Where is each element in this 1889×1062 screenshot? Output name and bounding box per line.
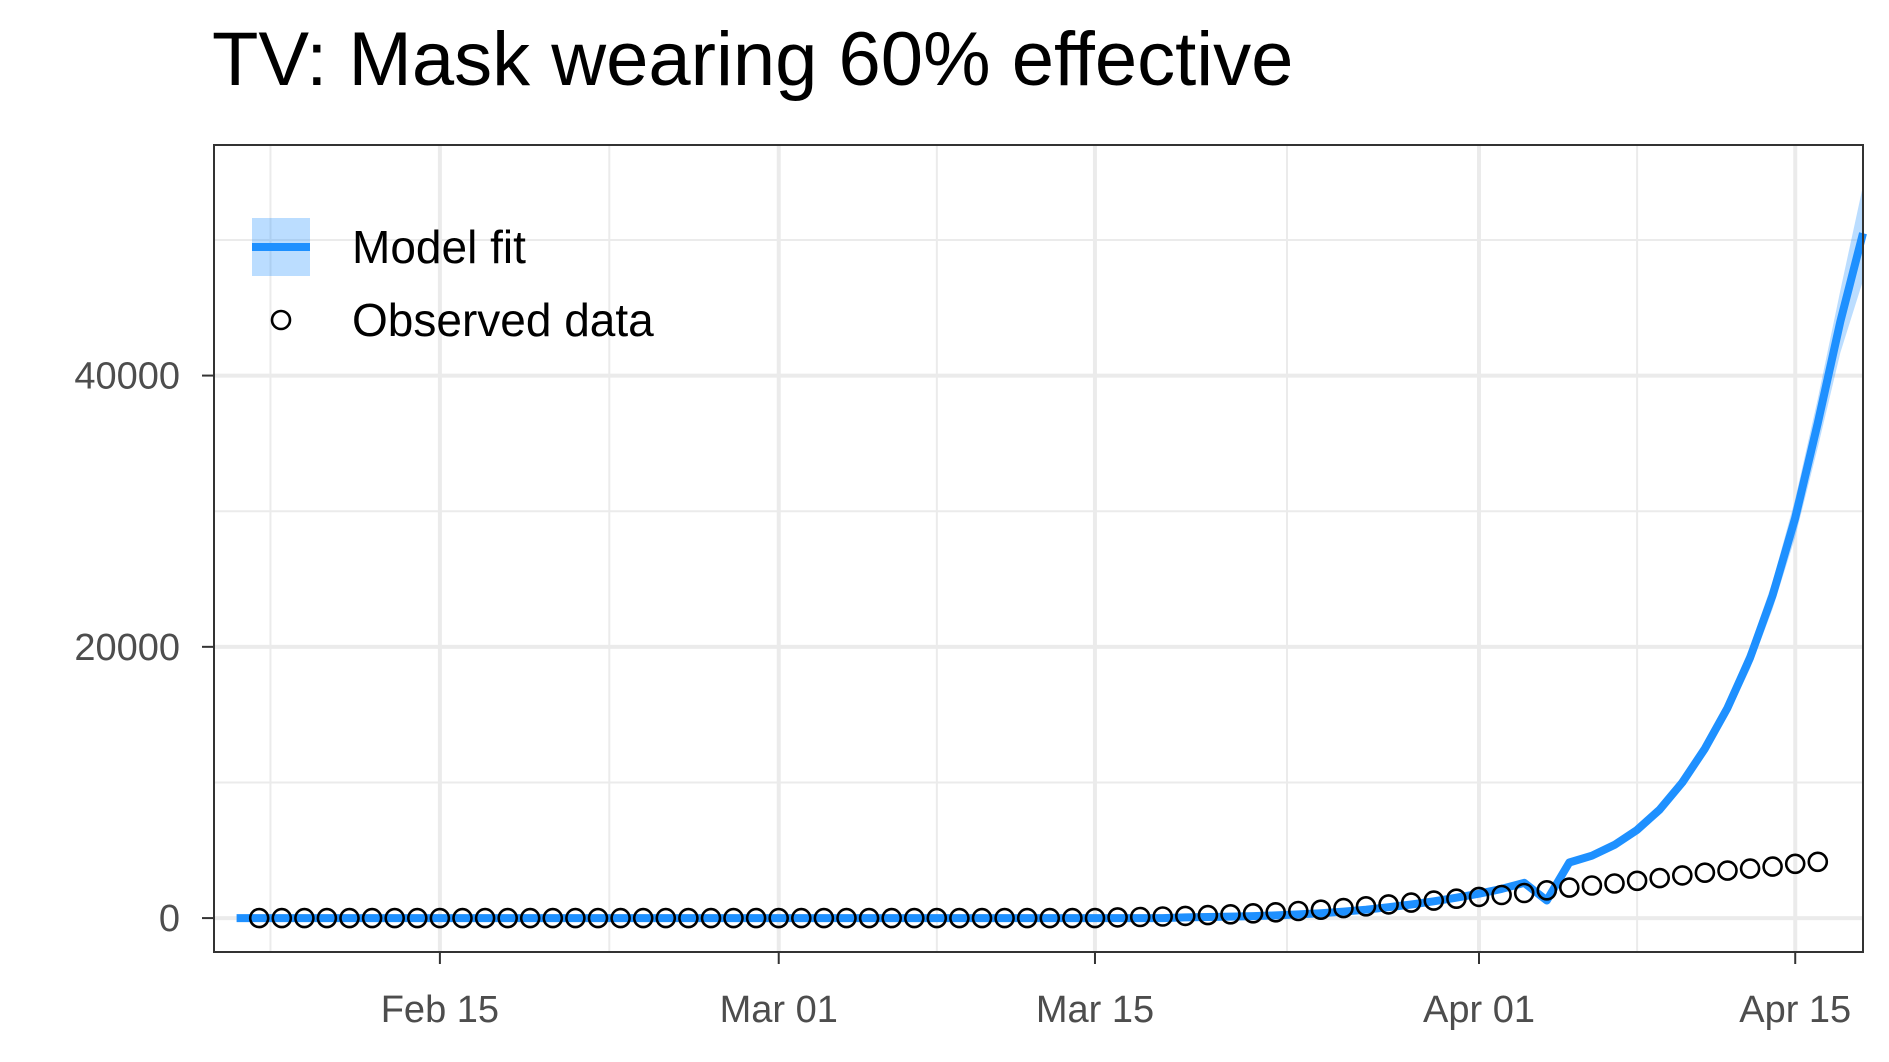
observed-point <box>587 907 609 929</box>
observed-point <box>1536 879 1558 901</box>
observed-point <box>452 907 473 929</box>
observed-point <box>1581 875 1603 896</box>
observed-point <box>1197 904 1219 926</box>
observed-point <box>1220 903 1241 925</box>
legend-key-observed-point <box>270 309 292 331</box>
observed-point <box>949 907 970 929</box>
observed-point <box>1265 901 1286 923</box>
x-tick-label: Apr 01 <box>1423 989 1535 1031</box>
series-layer <box>236 185 1867 929</box>
observed-point <box>1807 851 1829 873</box>
observed-point <box>1400 892 1422 913</box>
observed-point <box>339 907 360 929</box>
observed-point <box>768 907 790 929</box>
observed-point <box>1175 905 1196 927</box>
observed-point <box>519 907 541 929</box>
observed-point <box>1762 856 1783 877</box>
observed-point <box>655 907 677 929</box>
observed-point <box>542 907 564 929</box>
observed-point <box>678 907 699 929</box>
observed-point <box>271 907 293 929</box>
observed-point <box>1672 865 1693 886</box>
observed-point <box>745 907 767 929</box>
observed-point <box>971 907 993 929</box>
y-tick-label: 0 <box>159 898 180 940</box>
axis-ticks: Feb 15 Mar 01 Mar 15 Apr 01 Apr 15 0 20000 4000… <box>74 356 1851 1031</box>
y-tick-label: 40000 <box>74 356 180 398</box>
observed-point <box>1333 897 1354 919</box>
observed-point <box>1310 899 1332 921</box>
observed-point <box>858 907 880 929</box>
observed-point <box>384 907 406 929</box>
x-tick-label: Apr 15 <box>1739 989 1851 1031</box>
model-fit-line <box>236 232 1867 923</box>
observed-point <box>610 907 631 929</box>
plot-panel-border <box>213 144 1864 953</box>
observed-point <box>1355 895 1377 917</box>
observed-point <box>1649 867 1670 889</box>
observed-point <box>723 907 744 929</box>
observed-point <box>836 907 857 929</box>
chart-title: TV: Mask wearing 60% effective <box>212 17 1294 102</box>
x-tick-label: Mar 15 <box>1036 989 1154 1031</box>
observed-point <box>1062 907 1083 929</box>
observed-point <box>926 907 948 929</box>
observed-point <box>1694 862 1716 884</box>
observed-point <box>474 907 496 929</box>
observed-point <box>1559 877 1580 898</box>
observed-point <box>429 907 451 929</box>
observed-point <box>565 907 586 929</box>
observed-point <box>1784 853 1806 875</box>
observed-point <box>406 907 428 929</box>
observed-point <box>1288 900 1309 922</box>
observed-point <box>1739 858 1761 879</box>
observed-point <box>361 907 383 929</box>
observed-point <box>1084 907 1106 929</box>
x-tick-label: Feb 15 <box>381 989 499 1031</box>
observed-point <box>497 907 519 929</box>
observed-point <box>700 907 722 929</box>
observed-point <box>1468 886 1490 908</box>
observed-point <box>1152 906 1173 927</box>
observed-point <box>1717 860 1738 881</box>
observed-point <box>632 907 654 929</box>
observed-point <box>1604 873 1625 894</box>
observed-point <box>903 907 925 929</box>
observed-point <box>881 907 903 929</box>
x-tick-label: Mar 01 <box>720 989 838 1031</box>
observed-point <box>316 907 338 929</box>
observed-point <box>1129 906 1151 928</box>
legend-label: Observed data <box>352 294 654 346</box>
observed-point <box>294 907 315 929</box>
observed-point <box>1378 894 1399 915</box>
observed-point <box>1039 907 1061 929</box>
legend: Model fit Observed data <box>252 218 654 346</box>
observed-point <box>994 907 1015 929</box>
observed-point <box>790 907 812 929</box>
observed-point <box>248 907 270 929</box>
observed-point <box>1626 870 1648 892</box>
observed-point <box>1446 888 1467 910</box>
observed-point <box>813 907 835 929</box>
observed-point <box>1491 884 1512 906</box>
observed-point <box>1242 902 1264 924</box>
legend-label: Model fit <box>352 221 526 273</box>
y-tick-label: 20000 <box>74 627 180 669</box>
observed-point <box>1016 907 1038 929</box>
observed-point <box>1107 907 1128 928</box>
observed-point <box>1423 890 1445 911</box>
grid-minor <box>214 145 1863 952</box>
observed-point <box>1513 882 1535 904</box>
